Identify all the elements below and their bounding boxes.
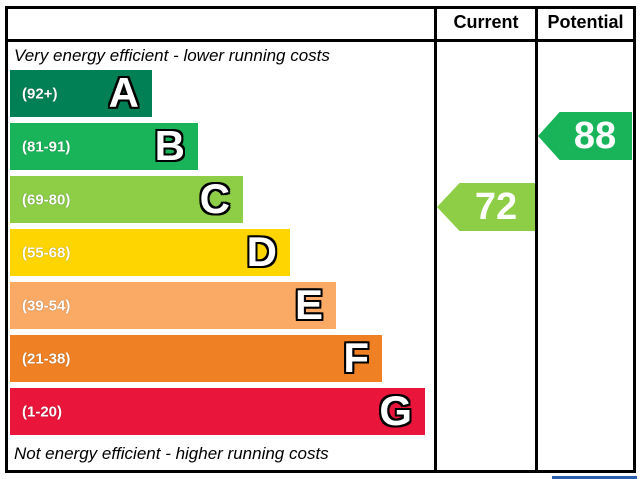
current-column-header: Current — [453, 12, 519, 32]
band-range-label: (81-91) — [22, 138, 71, 155]
band-letter: F — [343, 333, 369, 381]
eu-flag-box-top-edge — [552, 476, 637, 479]
band-letter: E — [294, 280, 323, 328]
band-A: (92+) A — [10, 70, 152, 117]
table-frame — [5, 6, 636, 473]
band-range-label: (92+) — [22, 85, 58, 102]
band-range-label: (1-20) — [22, 403, 63, 420]
bottom-caption: Not energy efficient - higher running co… — [14, 444, 329, 463]
band-letter: G — [379, 386, 412, 434]
band-E: (39-54) E — [10, 282, 336, 329]
band-range-label: (21-38) — [22, 350, 71, 367]
potential-rating-arrow: 88 — [538, 112, 632, 160]
band-letter: A — [108, 68, 139, 116]
band-D: (55-68) D — [10, 229, 290, 276]
current-rating-value: 72 — [474, 186, 518, 228]
top-caption: Very energy efficient - lower running co… — [14, 46, 330, 65]
header-divider-line — [5, 39, 636, 42]
potential-column-divider — [535, 6, 538, 473]
current-rating-arrow: 72 — [437, 183, 535, 231]
band-letter: B — [154, 121, 185, 169]
current-column-divider — [434, 6, 437, 473]
band-F: (21-38) F — [10, 335, 382, 382]
band-letter: C — [199, 174, 230, 222]
band-C: (69-80) C — [10, 176, 243, 223]
band-range-label: (55-68) — [22, 244, 71, 261]
band-range-label: (69-80) — [22, 191, 71, 208]
potential-rating-value: 88 — [573, 115, 617, 157]
potential-column-header: Potential — [547, 12, 624, 32]
band-range-label: (39-54) — [22, 297, 71, 314]
band-G: (1-20) G — [10, 388, 425, 435]
band-B: (81-91) B — [10, 123, 198, 170]
band-letter: D — [246, 227, 277, 275]
